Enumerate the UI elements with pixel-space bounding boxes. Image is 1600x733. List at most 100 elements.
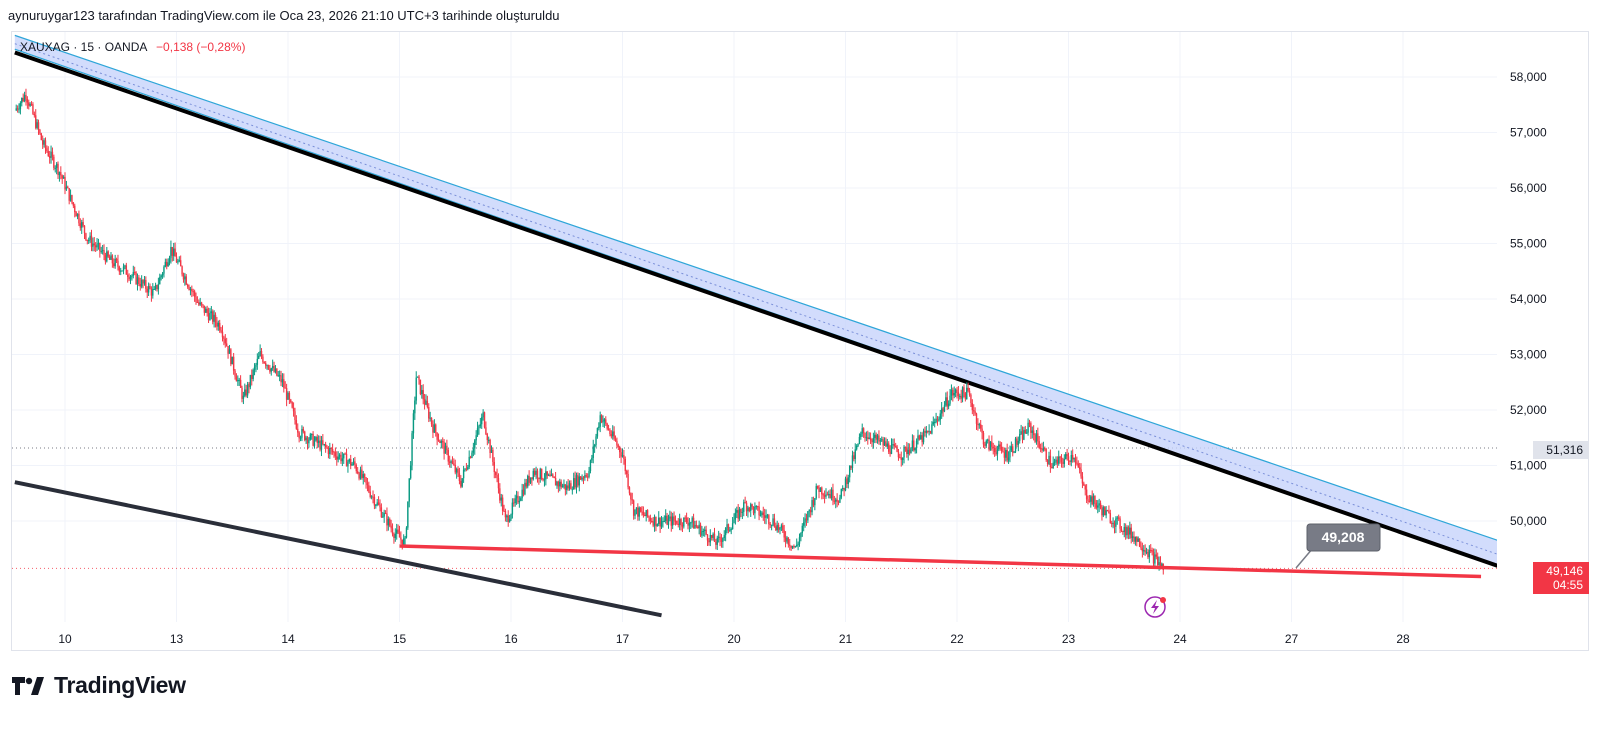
candle-body (573, 478, 575, 490)
candle-body (494, 472, 497, 476)
candle-body (458, 473, 461, 482)
price-change-label: −0,138 (−0,28%) (156, 40, 246, 54)
candle-body (777, 524, 780, 530)
candle-body (358, 473, 360, 479)
candle-body (16, 108, 19, 110)
candle-body (1085, 489, 1088, 500)
candle-body (602, 421, 604, 423)
candle-body (265, 362, 267, 366)
candle-body (1034, 435, 1036, 442)
candle-body (1016, 438, 1018, 445)
tradingview-logo[interactable]: TradingView (12, 672, 186, 699)
candle-body (527, 475, 529, 487)
candle-body (564, 484, 567, 490)
candle-body (780, 525, 783, 528)
candle-body (586, 476, 589, 478)
candle-body (1009, 450, 1011, 458)
candle-body (851, 455, 854, 469)
candle-body (33, 113, 36, 116)
candle-body (801, 525, 803, 534)
candle-body (266, 365, 268, 367)
candle-body (1152, 552, 1155, 564)
candle-body (69, 195, 72, 201)
candle-body (365, 477, 367, 483)
candle-body (106, 251, 108, 262)
y-tick-label: 51,000 (1510, 459, 1547, 473)
candle-body (448, 461, 451, 463)
candle-body (1017, 440, 1020, 445)
candle-body (21, 97, 23, 104)
candle-body (182, 274, 185, 280)
candle-body (292, 407, 295, 412)
candle-body (748, 507, 751, 511)
candle-body (1126, 527, 1128, 536)
chart-frame[interactable] (11, 31, 1589, 651)
candle-body (1161, 563, 1163, 568)
candle-body (239, 379, 242, 388)
candle-body (929, 430, 932, 434)
candle-body (513, 502, 515, 504)
candle-body (338, 454, 341, 457)
candle-body (658, 517, 660, 525)
candle-body (167, 262, 169, 267)
candle-body (493, 461, 495, 473)
candle-body (212, 311, 214, 322)
candle-body (485, 427, 487, 435)
y-tick-label: 55,000 (1510, 237, 1547, 251)
candle-body (186, 284, 189, 287)
candle-body (713, 533, 716, 542)
candle-body (1133, 536, 1135, 542)
candle-body (317, 440, 320, 443)
candle-body (355, 464, 357, 472)
candle-body (1012, 446, 1014, 453)
candle-body (1155, 554, 1158, 557)
candle-body (743, 502, 745, 512)
candle-body (258, 355, 260, 359)
candle-body (606, 423, 608, 429)
candle-body (528, 475, 530, 483)
candle-body (415, 377, 417, 401)
candle-body (1117, 517, 1120, 519)
candle-body (973, 410, 975, 412)
candle-body (536, 470, 539, 478)
candle-body (963, 387, 965, 394)
candle-body (1035, 433, 1038, 442)
candle-body (542, 479, 544, 481)
candle-body (906, 447, 908, 455)
candle-body (331, 449, 334, 453)
candle-body (146, 288, 148, 293)
candle-body (510, 514, 512, 520)
candle-body (1141, 548, 1144, 552)
candle-body (641, 511, 643, 513)
candle-body (596, 428, 599, 437)
candle-body (630, 493, 632, 500)
candle-body (600, 415, 603, 423)
candle-body (939, 413, 941, 420)
candle-body (705, 529, 707, 535)
candle-body (677, 523, 679, 525)
candle-body (422, 390, 424, 400)
candle-body (1058, 456, 1060, 464)
candle-body (1119, 518, 1121, 529)
candle-body (961, 387, 964, 399)
symbol-label[interactable]: XAUXAG · 15 · OANDA (20, 40, 147, 54)
chart-legend[interactable]: XAUXAG · 15 · OANDA −0,138 (−0,28%) (20, 40, 245, 54)
candle-body (759, 514, 762, 516)
candle-body (790, 545, 792, 548)
candle-body (676, 520, 678, 524)
candle-body (900, 457, 902, 460)
candle-body (1088, 501, 1091, 503)
candle-body (181, 266, 183, 275)
candle-body (949, 395, 951, 404)
candle-body (763, 515, 766, 518)
candle-body (426, 400, 429, 408)
candle-body (224, 338, 226, 344)
candle-body (1062, 461, 1064, 464)
candle-body (200, 302, 203, 305)
candle-body (741, 511, 744, 513)
candle-body (174, 248, 176, 257)
candle-body (809, 510, 812, 513)
candle-body (515, 495, 518, 499)
candle-body (842, 487, 844, 489)
